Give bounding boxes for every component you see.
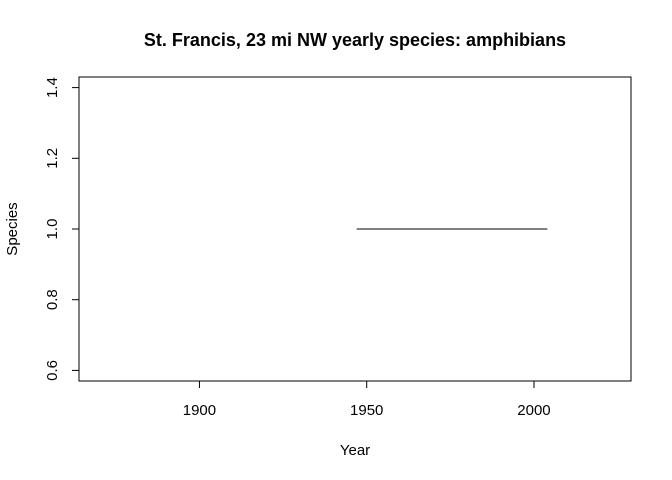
- y-tick-label: 1.2: [44, 148, 61, 169]
- y-tick-label: 0.6: [44, 360, 61, 381]
- y-axis: 0.6 0.8 1.0 1.2 1.4: [44, 77, 80, 381]
- chart-title: St. Francis, 23 mi NW yearly species: am…: [144, 30, 566, 50]
- y-tick-label: 1.0: [44, 219, 61, 240]
- x-axis-label: Year: [340, 442, 370, 459]
- y-tick-label: 1.4: [44, 77, 61, 98]
- y-axis-label: Species: [4, 202, 21, 255]
- x-tick-label: 1950: [350, 402, 383, 419]
- x-axis: 1900 1950 2000: [183, 380, 551, 419]
- x-tick-label: 1900: [183, 402, 216, 419]
- plot-frame: [78, 76, 632, 382]
- y-tick-label: 0.8: [44, 289, 61, 310]
- x-tick-label: 2000: [517, 402, 550, 419]
